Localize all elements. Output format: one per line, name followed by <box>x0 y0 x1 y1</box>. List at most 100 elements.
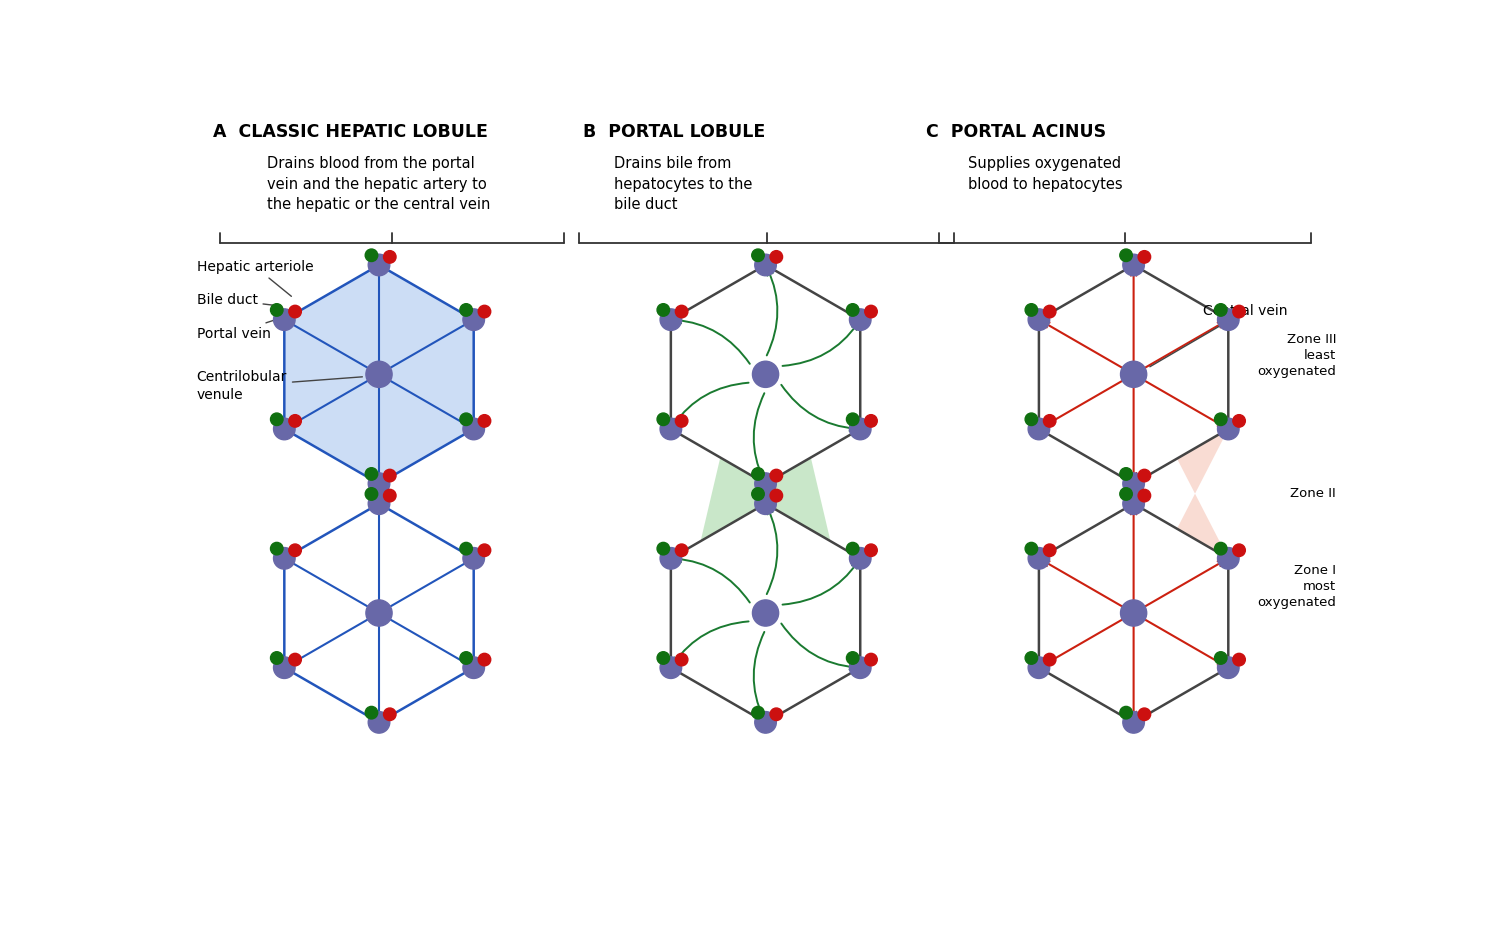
Circle shape <box>1214 413 1227 426</box>
Circle shape <box>657 304 669 316</box>
Circle shape <box>384 251 396 263</box>
Circle shape <box>288 414 302 427</box>
Circle shape <box>755 473 776 495</box>
Circle shape <box>660 657 682 679</box>
Circle shape <box>478 305 491 318</box>
Circle shape <box>752 706 764 719</box>
Circle shape <box>752 467 764 480</box>
Circle shape <box>1029 309 1050 330</box>
Circle shape <box>752 249 764 261</box>
Polygon shape <box>284 265 473 483</box>
Circle shape <box>366 362 393 387</box>
Circle shape <box>1123 493 1145 514</box>
Circle shape <box>460 304 472 316</box>
Circle shape <box>1121 362 1147 387</box>
Circle shape <box>270 304 284 316</box>
Circle shape <box>1120 488 1132 500</box>
Polygon shape <box>1133 375 1229 613</box>
Text: B  PORTAL LOBULE: B PORTAL LOBULE <box>584 123 766 141</box>
Circle shape <box>752 362 779 387</box>
Circle shape <box>1217 657 1239 679</box>
Circle shape <box>864 544 878 557</box>
Circle shape <box>1120 249 1132 261</box>
Circle shape <box>270 543 284 555</box>
Circle shape <box>850 309 870 330</box>
Circle shape <box>657 543 669 555</box>
Circle shape <box>1026 413 1038 426</box>
Text: Zone II: Zone II <box>1290 487 1336 500</box>
Polygon shape <box>670 265 860 483</box>
Circle shape <box>1029 418 1050 440</box>
Circle shape <box>864 414 878 427</box>
Circle shape <box>366 600 393 626</box>
Circle shape <box>1044 305 1056 318</box>
Circle shape <box>850 548 870 569</box>
Circle shape <box>384 489 396 502</box>
Polygon shape <box>1039 265 1229 483</box>
Polygon shape <box>670 504 860 722</box>
Circle shape <box>847 304 858 316</box>
Circle shape <box>270 413 284 426</box>
Text: Supplies oxygenated
blood to hepatocytes: Supplies oxygenated blood to hepatocytes <box>967 157 1123 192</box>
Circle shape <box>288 653 302 666</box>
Text: Zone I
most
oxygenated: Zone I most oxygenated <box>1257 564 1336 609</box>
Circle shape <box>478 653 491 666</box>
Circle shape <box>273 418 296 440</box>
Circle shape <box>770 469 782 481</box>
Circle shape <box>366 488 378 500</box>
Circle shape <box>1233 305 1245 318</box>
Circle shape <box>1214 304 1227 316</box>
Circle shape <box>847 543 858 555</box>
Circle shape <box>1044 653 1056 666</box>
Circle shape <box>752 600 779 626</box>
Circle shape <box>770 708 782 720</box>
Circle shape <box>1029 657 1050 679</box>
Circle shape <box>366 249 378 261</box>
Circle shape <box>1214 543 1227 555</box>
Text: Centrilobular
venule: Centrilobular venule <box>197 370 363 401</box>
Circle shape <box>755 712 776 733</box>
Circle shape <box>369 712 390 733</box>
Circle shape <box>1123 712 1145 733</box>
Circle shape <box>1121 600 1147 626</box>
Circle shape <box>847 413 858 426</box>
Circle shape <box>1214 651 1227 665</box>
Circle shape <box>752 488 764 500</box>
Circle shape <box>463 309 485 330</box>
Polygon shape <box>670 265 860 667</box>
Circle shape <box>478 544 491 557</box>
Text: Zone III
least
oxygenated: Zone III least oxygenated <box>1257 332 1336 378</box>
Circle shape <box>1138 251 1151 263</box>
Circle shape <box>463 548 485 569</box>
Circle shape <box>478 414 491 427</box>
Circle shape <box>1026 651 1038 665</box>
Polygon shape <box>1039 504 1229 722</box>
Circle shape <box>657 651 669 665</box>
Circle shape <box>1217 309 1239 330</box>
Text: Hepatic arteriole: Hepatic arteriole <box>197 260 314 296</box>
Circle shape <box>273 309 296 330</box>
Circle shape <box>1026 543 1038 555</box>
Circle shape <box>460 413 472 426</box>
Circle shape <box>660 418 682 440</box>
Circle shape <box>864 305 878 318</box>
Circle shape <box>288 544 302 557</box>
Circle shape <box>369 254 390 276</box>
Circle shape <box>463 657 485 679</box>
Circle shape <box>1123 473 1145 495</box>
Text: Drains blood from the portal
vein and the hepatic artery to
the hepatic or the c: Drains blood from the portal vein and th… <box>267 157 491 212</box>
Text: Bile duct: Bile duct <box>197 293 275 307</box>
Circle shape <box>770 489 782 502</box>
Circle shape <box>770 251 782 263</box>
Circle shape <box>1029 548 1050 569</box>
Polygon shape <box>284 504 473 722</box>
Circle shape <box>366 467 378 480</box>
Circle shape <box>755 254 776 276</box>
Circle shape <box>273 657 296 679</box>
Circle shape <box>1233 653 1245 666</box>
Circle shape <box>675 305 688 318</box>
Circle shape <box>657 413 669 426</box>
Circle shape <box>369 493 390 514</box>
Circle shape <box>675 544 688 557</box>
Circle shape <box>384 708 396 720</box>
